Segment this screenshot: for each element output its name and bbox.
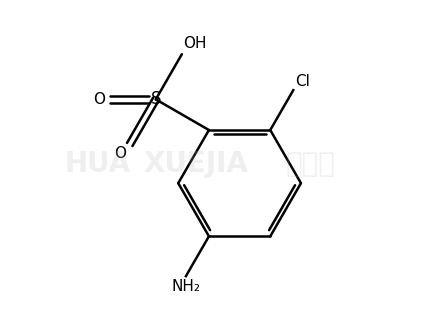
Text: S: S [150, 90, 161, 108]
Text: 化学加: 化学加 [285, 150, 335, 178]
Text: O: O [93, 92, 105, 107]
Text: XUEJIA: XUEJIA [143, 150, 248, 178]
Text: OH: OH [184, 36, 207, 51]
Text: NH₂: NH₂ [172, 279, 200, 294]
Text: Cl: Cl [295, 74, 310, 88]
Text: O: O [114, 146, 127, 161]
Text: HUA: HUA [65, 150, 131, 178]
